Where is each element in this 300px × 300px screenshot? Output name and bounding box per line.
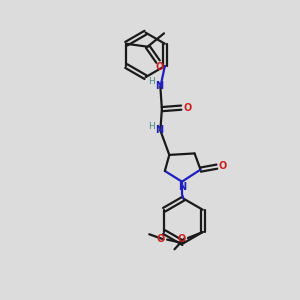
Text: O: O (183, 103, 191, 112)
Text: N: N (178, 182, 187, 192)
Text: H: H (148, 122, 155, 130)
Text: O: O (155, 62, 164, 72)
Text: O: O (218, 161, 226, 171)
Text: H: H (148, 77, 155, 86)
Text: O: O (177, 234, 185, 244)
Text: O: O (156, 234, 165, 244)
Text: N: N (155, 81, 163, 91)
Text: N: N (155, 125, 163, 135)
